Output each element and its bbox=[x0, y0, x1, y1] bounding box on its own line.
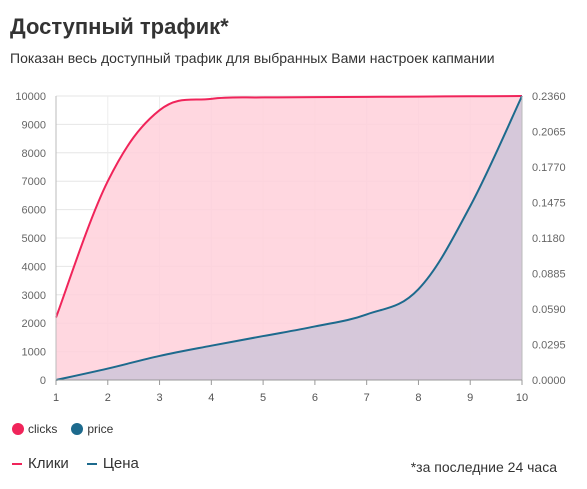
series-key: Клики Цена bbox=[12, 455, 139, 472]
y-right-tick-label: 0.1475 bbox=[532, 198, 566, 210]
key-line-price bbox=[86, 462, 97, 465]
x-tick-label: 9 bbox=[467, 392, 473, 404]
x-tick-label: 3 bbox=[156, 392, 162, 404]
key-label-price: Цена bbox=[102, 455, 139, 472]
legend-label-clicks: clicks bbox=[28, 422, 58, 436]
footnote: *за последние 24 часа bbox=[410, 459, 557, 475]
line-price bbox=[55, 95, 523, 381]
y-left-tick-label: 4000 bbox=[22, 261, 46, 273]
y-left-tick-label: 10000 bbox=[15, 91, 46, 103]
y-left-tick-label: 6000 bbox=[22, 205, 46, 217]
y-left-tick-label: 0 bbox=[40, 375, 46, 387]
y-right-tick-label: 0.2065 bbox=[532, 127, 566, 139]
x-tick-label: 2 bbox=[105, 392, 111, 404]
y-right-tick-label: 0.0590 bbox=[532, 304, 566, 316]
y-left-tick-label: 3000 bbox=[22, 290, 46, 302]
y-right-tick-label: 0.2360 bbox=[532, 91, 566, 103]
key-item-price: Цена bbox=[86, 455, 139, 472]
key-line-clicks bbox=[12, 462, 22, 465]
legend-dot-price bbox=[71, 423, 84, 435]
x-tick-label: 8 bbox=[415, 392, 421, 404]
traffic-chart: 0100020003000400050006000700080009000100… bbox=[15, 91, 565, 404]
y-left-tick-label: 2000 bbox=[22, 318, 46, 330]
x-tick-label: 5 bbox=[260, 392, 266, 404]
axes: 0100020003000400050006000700080009000100… bbox=[15, 91, 565, 404]
legend-label-price: price bbox=[87, 422, 114, 436]
y-left-tick-label: 9000 bbox=[22, 119, 46, 131]
y-left-tick-label: 7000 bbox=[22, 176, 46, 188]
y-left-tick-label: 8000 bbox=[22, 148, 46, 160]
x-tick-label: 4 bbox=[208, 392, 214, 404]
page-subtitle: Показан весь доступный трафик для выбран… bbox=[10, 50, 495, 66]
page-title: Доступный трафик* bbox=[10, 14, 229, 39]
x-tick-label: 7 bbox=[364, 392, 370, 404]
y-right-tick-label: 0.1180 bbox=[532, 233, 565, 245]
series-lines bbox=[55, 95, 523, 381]
chart-legend: clicks price bbox=[12, 422, 113, 436]
y-right-tick-label: 0.0295 bbox=[532, 340, 566, 352]
x-tick-label: 10 bbox=[516, 392, 528, 404]
y-left-tick-label: 5000 bbox=[22, 233, 46, 245]
y-right-tick-label: 0.0000 bbox=[532, 375, 566, 387]
x-tick-label: 6 bbox=[312, 392, 318, 404]
area-price bbox=[56, 96, 522, 380]
y-right-tick-label: 0.0885 bbox=[532, 269, 566, 281]
y-left-tick-label: 1000 bbox=[22, 347, 46, 359]
x-tick-label: 1 bbox=[53, 392, 59, 404]
series-areas bbox=[56, 96, 522, 380]
legend-item-clicks[interactable]: clicks bbox=[12, 422, 57, 436]
y-right-tick-label: 0.1770 bbox=[532, 162, 566, 174]
legend-dot-clicks bbox=[12, 423, 24, 435]
key-label-clicks: Клики bbox=[28, 455, 69, 472]
line-clicks bbox=[55, 95, 523, 318]
legend-item-price[interactable]: price bbox=[71, 422, 113, 436]
key-item-clicks: Клики bbox=[12, 455, 69, 472]
